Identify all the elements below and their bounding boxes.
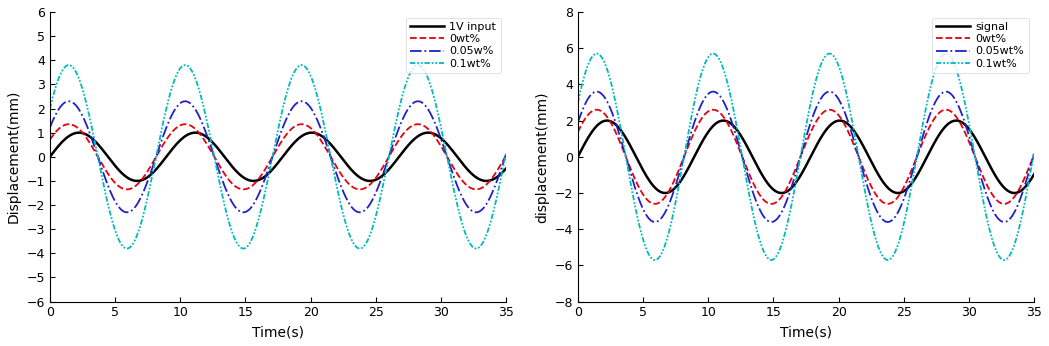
0.1wt% (95, 175, 108, 179)
0.1wt% (500, 151, 513, 155)
0.05wt% (591, 90, 603, 94)
0.1wt% (650, 257, 663, 261)
0.1wt% (123, 246, 135, 250)
0.1wt% (1028, 150, 1041, 154)
0.1wt% (747, 211, 759, 215)
0.05wt% (572, 121, 584, 125)
0wt% (572, 130, 584, 134)
Line: 0.1wt%: 0.1wt% (578, 54, 1034, 260)
0wt% (470, 187, 483, 191)
0.1wt% (218, 205, 231, 209)
0wt% (63, 122, 76, 126)
0wt% (624, 165, 637, 170)
0wt% (1028, 153, 1041, 157)
1V input (500, 166, 513, 171)
1V input (238, 176, 251, 180)
0.05wt% (767, 220, 779, 224)
signal (572, 155, 584, 159)
0wt% (491, 168, 504, 172)
1V input (72, 130, 85, 135)
1V input (480, 179, 493, 183)
0wt% (1020, 174, 1032, 178)
0.05w% (491, 177, 504, 182)
0wt% (591, 108, 603, 112)
signal (1008, 191, 1021, 195)
0.05w% (44, 126, 57, 130)
0wt% (95, 162, 108, 166)
0.1wt% (767, 258, 779, 262)
signal (1028, 172, 1041, 176)
1V input (44, 155, 57, 159)
X-axis label: Time(s): Time(s) (780, 325, 832, 339)
signal (1020, 185, 1032, 189)
0.1wt% (624, 178, 637, 182)
0wt% (442, 157, 454, 161)
0.1wt% (572, 101, 584, 105)
0.05w% (442, 158, 454, 162)
1V input (491, 175, 504, 179)
0.1wt% (970, 161, 983, 165)
0wt% (238, 187, 251, 191)
signal (601, 118, 614, 122)
Line: 0.05wt%: 0.05wt% (578, 92, 1034, 222)
1V input (442, 143, 454, 147)
0.05wt% (624, 169, 637, 173)
0.1wt% (238, 246, 251, 251)
0wt% (123, 187, 135, 191)
0.05w% (123, 210, 135, 214)
0.1wt% (44, 107, 57, 111)
0wt% (218, 173, 231, 177)
0.05w% (238, 210, 251, 214)
signal (970, 138, 983, 142)
0.1wt% (591, 52, 603, 56)
1V input (95, 147, 108, 151)
0wt% (650, 201, 663, 206)
0wt% (500, 153, 513, 157)
1V input (123, 176, 135, 181)
signal (624, 143, 637, 147)
Line: 0.05w%: 0.05w% (50, 101, 507, 212)
0.05w% (95, 167, 108, 171)
signal (767, 187, 779, 191)
0.05wt% (747, 190, 759, 194)
Legend: 1V input, 0wt%, 0.05w%, 0.1wt%: 1V input, 0wt%, 0.05w%, 0.1wt% (406, 18, 500, 73)
Y-axis label: displacement(mm): displacement(mm) (535, 91, 549, 222)
0.05wt% (1020, 181, 1032, 185)
Y-axis label: Displacement(mm): Displacement(mm) (7, 90, 21, 224)
0.05w% (500, 152, 513, 156)
Line: signal: signal (578, 120, 1034, 193)
0wt% (970, 157, 983, 162)
Line: 0.1wt%: 0.1wt% (50, 65, 507, 248)
X-axis label: Time(s): Time(s) (252, 325, 304, 339)
Line: 0wt%: 0wt% (50, 124, 507, 189)
0.1wt% (470, 246, 483, 251)
0.05w% (63, 99, 76, 103)
0.1wt% (442, 160, 454, 164)
0wt% (44, 138, 57, 142)
0.05w% (470, 210, 483, 215)
1V input (218, 155, 231, 160)
signal (747, 156, 759, 160)
0wt% (998, 202, 1010, 206)
0.1wt% (63, 63, 76, 67)
0.1wt% (1020, 197, 1032, 201)
0.1wt% (491, 192, 504, 196)
0.05wt% (1028, 152, 1041, 156)
0.05wt% (998, 220, 1010, 224)
Line: 1V input: 1V input (50, 133, 507, 181)
Legend: signal, 0wt%, 0.05wt%, 0.1wt%: signal, 0wt%, 0.05wt%, 0.1wt% (932, 18, 1029, 73)
0wt% (747, 181, 759, 185)
0.1wt% (998, 258, 1010, 262)
signal (650, 188, 663, 192)
Line: 0wt%: 0wt% (578, 110, 1034, 204)
0.05wt% (650, 219, 663, 224)
0.05w% (218, 185, 231, 189)
0wt% (767, 202, 779, 206)
0.05wt% (970, 158, 983, 163)
